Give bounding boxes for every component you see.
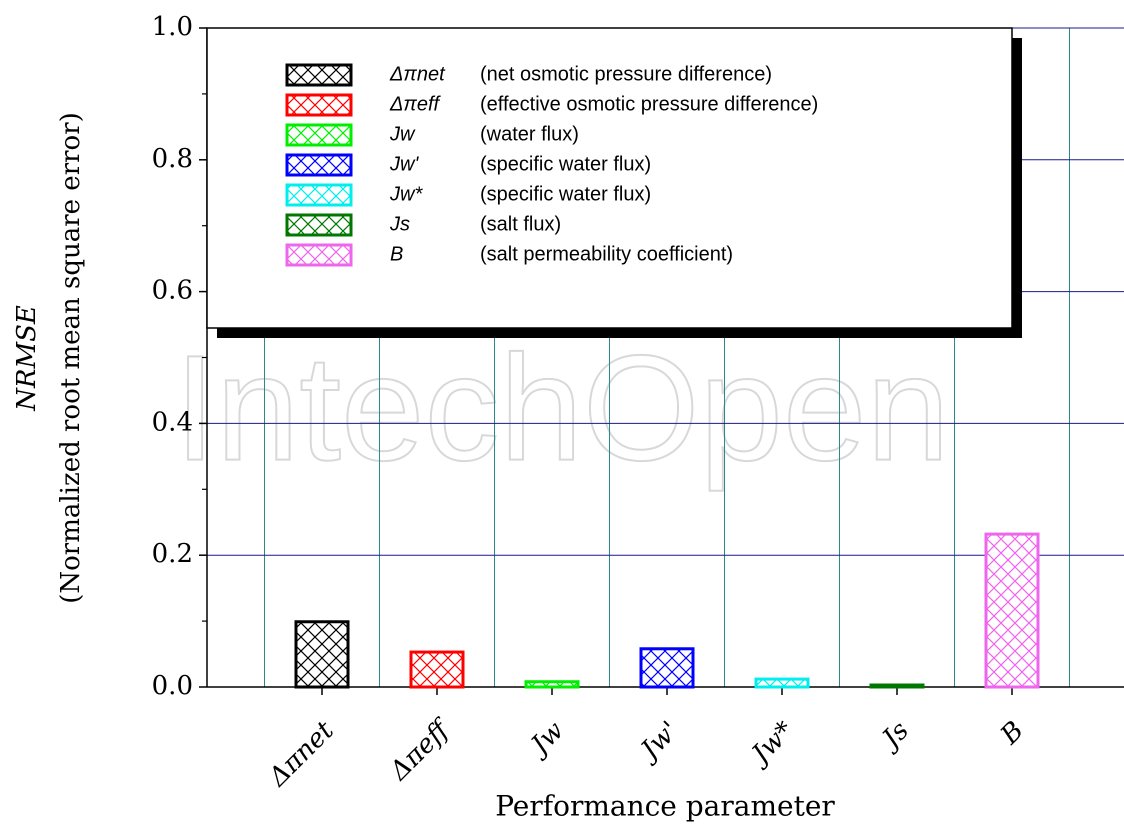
legend-symbol: B <box>390 243 403 265</box>
legend-symbol: Δπnet <box>389 63 446 85</box>
legend-swatch <box>285 243 353 267</box>
legend-symbol: Js <box>389 213 410 235</box>
legend-swatch <box>285 93 353 117</box>
x-tick-label: Jw* <box>743 716 800 773</box>
bar <box>294 620 350 689</box>
legend-swatch <box>285 213 353 237</box>
legend-symbol: Jw' <box>389 153 419 175</box>
y-tick-label: 0.8 <box>152 144 193 174</box>
legend-swatch <box>285 183 353 207</box>
bar <box>524 680 580 689</box>
x-tick-label: Js <box>873 716 915 758</box>
bar <box>754 677 810 689</box>
legend-label: (salt permeability coefficient) <box>480 243 733 265</box>
legend-swatch <box>285 63 353 87</box>
legend-symbol: Δπeff <box>389 93 441 115</box>
legend-swatch <box>285 153 353 177</box>
y-tick-label: 0.0 <box>152 671 193 701</box>
x-tick-label: Δπnet <box>263 715 341 793</box>
legend-label: (net osmotic pressure difference) <box>480 63 772 85</box>
bar <box>409 650 465 689</box>
y-label: (Normalized root mean square error) <box>56 112 86 604</box>
y-tick-label: 0.4 <box>152 407 193 437</box>
x-tick-label: Jw <box>522 716 570 764</box>
legend-label: (specific water flux) <box>480 183 651 205</box>
watermark: IntechOpen <box>174 324 950 492</box>
bar <box>639 647 695 689</box>
y-tick-label: 0.2 <box>152 539 193 569</box>
y-tick-label: 0.6 <box>152 276 193 306</box>
legend-label: (specific water flux) <box>480 153 651 175</box>
x-tick-label: Δπeff <box>384 712 458 786</box>
x-tick-label: Jw' <box>632 716 685 769</box>
y-title: NRMSE <box>12 305 42 412</box>
legend-label: (salt flux) <box>480 213 561 235</box>
legend-swatch <box>285 123 353 147</box>
y-tick-label: 1.0 <box>152 12 193 42</box>
legend-symbol: Jw* <box>389 183 423 205</box>
legend-symbol: Jw <box>389 123 416 145</box>
x-tick-label: B <box>994 716 1029 751</box>
x-label: Performance parameter <box>495 790 835 823</box>
bar <box>984 532 1040 689</box>
legend-label: (water flux) <box>480 123 579 145</box>
bar <box>869 683 925 689</box>
legend-label: (effective osmotic pressure difference) <box>480 93 818 115</box>
